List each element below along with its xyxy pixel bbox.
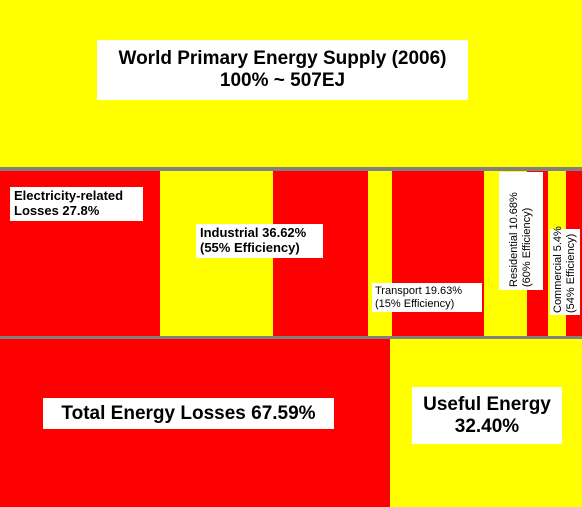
sector-label: Residential 10.68% (60% Efficiency) [499, 172, 543, 290]
useful-label: Useful Energy 32.40% [412, 387, 562, 444]
sector-label: Transport 19.63% (15% Efficiency) [372, 283, 482, 313]
label-line: Total Energy Losses 67.59% [61, 402, 316, 424]
label-line: Electricity-related [14, 188, 124, 203]
label-line: Residential 10.68% [508, 192, 521, 287]
label-line: Losses 27.8% [14, 202, 100, 218]
header-line: World Primary Energy Supply (2006) [118, 48, 447, 70]
label-line: Transport 19.63% [375, 285, 463, 297]
sector-label: Electricity-related Losses 27.8% [10, 187, 143, 221]
label-line: (15% Efficiency) [375, 297, 455, 310]
losses-label: Total Energy Losses 67.59% [43, 398, 334, 429]
sector-label: Industrial 36.62% (55% Efficiency) [196, 224, 323, 258]
label-line: Industrial 36.62% [200, 225, 307, 240]
label-line: (54% Efficiency) [565, 233, 577, 313]
header-line: 100% ~ 507EJ [219, 70, 346, 91]
header-label: World Primary Energy Supply (2006) 100% … [97, 40, 468, 100]
label-line: 32.40% [454, 415, 520, 437]
label-line: Commercial 5.4% [552, 226, 565, 313]
label-line: (55% Efficiency) [200, 239, 300, 255]
sector-label: Commercial 5.4% (54% Efficiency) [550, 226, 580, 315]
label-line: (60% Efficiency) [521, 207, 533, 287]
label-line: Useful Energy [423, 393, 551, 415]
